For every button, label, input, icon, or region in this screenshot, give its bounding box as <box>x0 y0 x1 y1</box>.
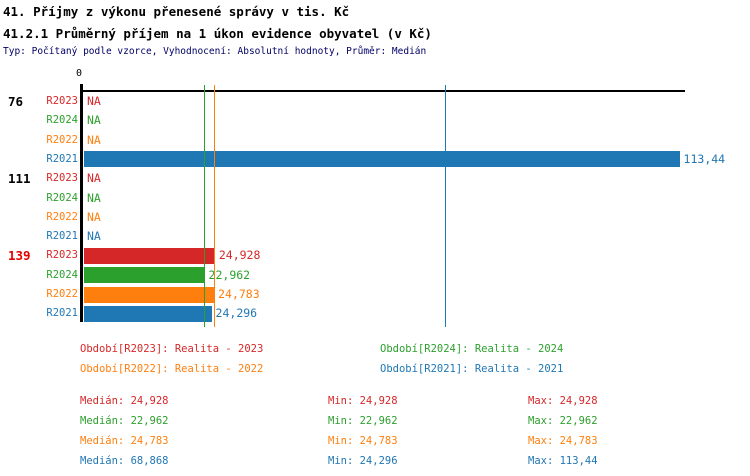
x-axis-line <box>80 90 685 92</box>
stat-max-cell: Max: 24,783 <box>528 435 598 447</box>
chart-row: R2021 24,296 <box>0 304 750 324</box>
chart-row: R2024 NA <box>0 189 750 209</box>
bar <box>84 286 215 303</box>
na-label: NA <box>87 132 101 147</box>
chart-row: 139 R2023 24,928 <box>0 246 750 266</box>
stat-median-cell: Medián: 24,928 <box>80 395 169 407</box>
stat-max-cell: Max: 113,44 <box>528 455 598 467</box>
chart-row: R2021 113,44 <box>0 150 750 170</box>
chart-row: 111 R2023 NA <box>0 169 750 189</box>
na-label: NA <box>87 229 101 244</box>
chart-row: R2024 22,962 <box>0 266 750 286</box>
series-row-label: R2021 <box>46 307 78 320</box>
chart-row: 76 R2023 NA <box>0 92 750 112</box>
na-label: NA <box>87 209 101 224</box>
median-line <box>204 85 206 327</box>
series-row-label: R2022 <box>46 210 78 223</box>
axis-origin-label: 0 <box>76 68 83 79</box>
bar-value-label: 24,783 <box>218 287 260 301</box>
bar-value-label: 24,296 <box>215 306 258 321</box>
chart-meta-line: Typ: Počítaný podle vzorce, Vyhodnocení:… <box>3 46 427 57</box>
na-label: NA <box>87 190 101 205</box>
series-row-label: R2022 <box>46 288 78 300</box>
stat-min-cell: Min: 24,928 <box>328 395 398 407</box>
legend-item: Období[R2023]: Realita - 2023 <box>80 343 264 355</box>
chart-subtitle: 41.2.1 Průměrný příjem na 1 úkon evidenc… <box>3 26 432 41</box>
series-row-label: R2023 <box>46 172 78 185</box>
series-row-label: R2023 <box>46 249 78 262</box>
bar <box>84 247 215 264</box>
stat-max-cell: Max: 24,928 <box>528 395 598 407</box>
bar <box>84 151 680 168</box>
na-label: NA <box>87 94 101 108</box>
series-row-label: R2024 <box>46 114 78 127</box>
series-row-label: R2021 <box>46 152 78 165</box>
series-row-label: R2022 <box>46 133 78 146</box>
bar-value-label: 24,928 <box>218 248 261 263</box>
chart-row: R2022 NA <box>0 208 750 228</box>
group-label: 111 <box>8 171 31 187</box>
chart-row: R2021 NA <box>0 227 750 247</box>
bar-value-label: 22,962 <box>208 267 251 282</box>
series-row-label: R2023 <box>46 95 78 107</box>
bar-value-label: 113,44 <box>683 151 726 166</box>
legend-item: Období[R2022]: Realita - 2022 <box>80 363 264 375</box>
series-row-label: R2024 <box>46 268 78 281</box>
median-line <box>214 85 216 327</box>
y-axis-line <box>80 84 83 322</box>
stat-median-cell: Medián: 24,783 <box>80 435 169 447</box>
chart-row: R2022 24,783 <box>0 285 750 305</box>
stat-min-cell: Min: 24,296 <box>328 455 398 467</box>
median-line <box>213 85 215 327</box>
bar <box>84 267 205 284</box>
stat-max-cell: Max: 22,962 <box>528 415 598 427</box>
stat-median-cell: Medián: 68,868 <box>80 455 169 467</box>
legend-item: Období[R2024]: Realita - 2024 <box>380 343 564 355</box>
stat-min-cell: Min: 24,783 <box>328 435 398 447</box>
median-line <box>445 85 447 327</box>
stat-min-cell: Min: 22,962 <box>328 415 398 427</box>
na-label: NA <box>87 113 101 128</box>
chart-row: R2022 NA <box>0 131 750 151</box>
group-label: 139 <box>8 248 31 264</box>
series-row-label: R2024 <box>46 191 78 204</box>
chart-title: 41. Příjmy z výkonu přenesené správy v t… <box>3 4 350 19</box>
na-label: NA <box>87 171 101 186</box>
group-label: 76 <box>8 94 24 109</box>
bar <box>84 305 212 322</box>
series-row-label: R2021 <box>46 230 78 243</box>
stat-median-cell: Medián: 22,962 <box>80 415 169 427</box>
chart-row: R2024 NA <box>0 111 750 131</box>
legend-item: Období[R2021]: Realita - 2021 <box>380 363 564 375</box>
